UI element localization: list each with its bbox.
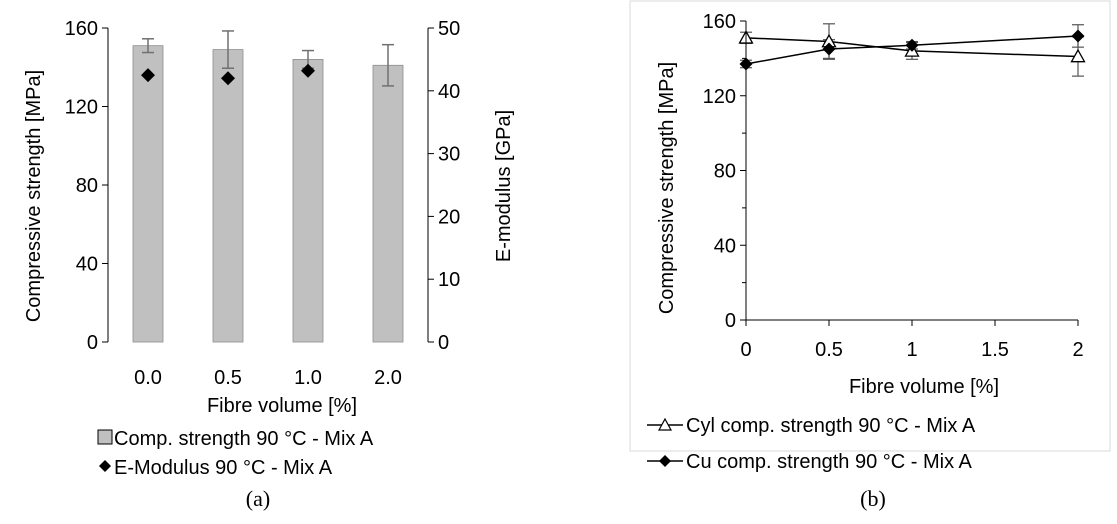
a-emodulus-marker <box>301 63 315 78</box>
a-left-tick-label: 0 <box>87 332 98 354</box>
a-emodulus-marker <box>141 68 155 83</box>
b-x-tick-label: 2 <box>1072 339 1083 361</box>
a-y-axis-label: Compressive strength [MPa] <box>23 70 45 322</box>
a-legend-diamond-label: E-Modulus 90 °C - Mix A <box>114 457 333 479</box>
b-cu-marker <box>905 38 919 52</box>
b-x-tick-label: 0 <box>740 339 751 361</box>
a-legend-bar-swatch <box>97 429 113 445</box>
a-left-ticks-group: 0 40 80 120 160 <box>65 18 108 354</box>
a-bar <box>372 64 404 343</box>
a-right-tick-label: 0 <box>438 332 449 354</box>
b-cyl-marker <box>1070 48 1086 63</box>
b-legend: Cyl comp. strength 90 °C - Mix A Cu comp… <box>647 415 976 473</box>
a-left-tick-label: 160 <box>65 18 98 40</box>
a-left-tick-label: 120 <box>65 97 98 119</box>
a-right-tick-label: 50 <box>438 18 460 40</box>
a-legend-diamond-swatch <box>99 460 111 472</box>
a-right-tick-label: 10 <box>438 269 460 291</box>
b-x-tick-label: 1.5 <box>981 339 1009 361</box>
a-x-tick-label: 0.0 <box>134 367 162 389</box>
b-cu-marker <box>822 42 836 56</box>
b-cu-marker <box>1071 29 1085 43</box>
b-y-axis-label: Compressive strength [MPa] <box>656 62 678 314</box>
b-y-tick-label: 80 <box>714 161 736 183</box>
a-x-tick-label: 0.5 <box>214 367 242 389</box>
b-legend-diamond-swatch <box>659 455 671 467</box>
a-x-axis-label: Fibre volume [%] <box>207 395 357 417</box>
b-y-tick-label: 120 <box>703 86 736 108</box>
panel-a: 0 40 80 120 160 0 10 20 30 40 50 0.0 0.5 1.0 2.0 Com… <box>23 18 515 511</box>
a-bar <box>132 45 164 343</box>
a-legend: Comp. strength 90 °C - Mix A E-Modulus 9… <box>97 428 374 479</box>
a-x-tick-label: 2.0 <box>374 367 402 389</box>
a-right-tick-label: 20 <box>438 206 460 228</box>
a-emodulus-marker <box>221 71 235 86</box>
a-bar <box>212 49 244 343</box>
a-bar <box>292 59 324 343</box>
b-cyl-series-line <box>745 37 1079 58</box>
a-right-tick-label: 40 <box>438 81 460 103</box>
a-legend-bar-label: Comp. strength 90 °C - Mix A <box>114 428 374 450</box>
b-legend-triangle-swatch <box>657 417 673 431</box>
a-panel-caption: (a) <box>246 486 270 511</box>
a-y2-axis-label: E-modulus [GPa] <box>493 110 515 262</box>
panel-b: 0 40 80 120 160 0 0.5 1 1.5 2 Compressive streng… <box>629 0 1111 511</box>
b-cu-series-line <box>745 35 1079 65</box>
b-x-ticks-group: 0 0.5 1 1.5 2 <box>740 320 1084 361</box>
b-legend-label-2: Cu comp. strength 90 °C - Mix A <box>686 451 973 473</box>
a-right-ticks-group: 0 10 20 30 40 50 <box>428 18 460 354</box>
a-x-tick-label: 1.0 <box>294 367 322 389</box>
b-x-axis-label: Fibre volume [%] <box>849 376 999 398</box>
b-legend-label-1: Cyl comp. strength 90 °C - Mix A <box>686 415 976 437</box>
a-right-tick-label: 30 <box>438 144 460 166</box>
b-y-tick-label: 160 <box>703 11 736 33</box>
a-x-ticks-group: 0.0 0.5 1.0 2.0 <box>134 367 402 389</box>
a-emodulus-markers-group <box>141 63 315 86</box>
b-x-tick-label: 0.5 <box>815 339 843 361</box>
b-frame <box>629 0 1111 452</box>
a-bars-group <box>132 30 404 343</box>
a-left-tick-label: 40 <box>76 254 98 276</box>
a-left-tick-label: 80 <box>76 175 98 197</box>
b-y-ticks-group: 0 40 80 120 160 <box>703 11 746 332</box>
b-y-tick-label: 40 <box>714 235 736 257</box>
b-panel-caption: (b) <box>860 486 886 511</box>
b-x-tick-label: 1 <box>906 339 917 361</box>
b-series-group <box>738 23 1086 77</box>
b-y-tick-label: 0 <box>725 310 736 332</box>
